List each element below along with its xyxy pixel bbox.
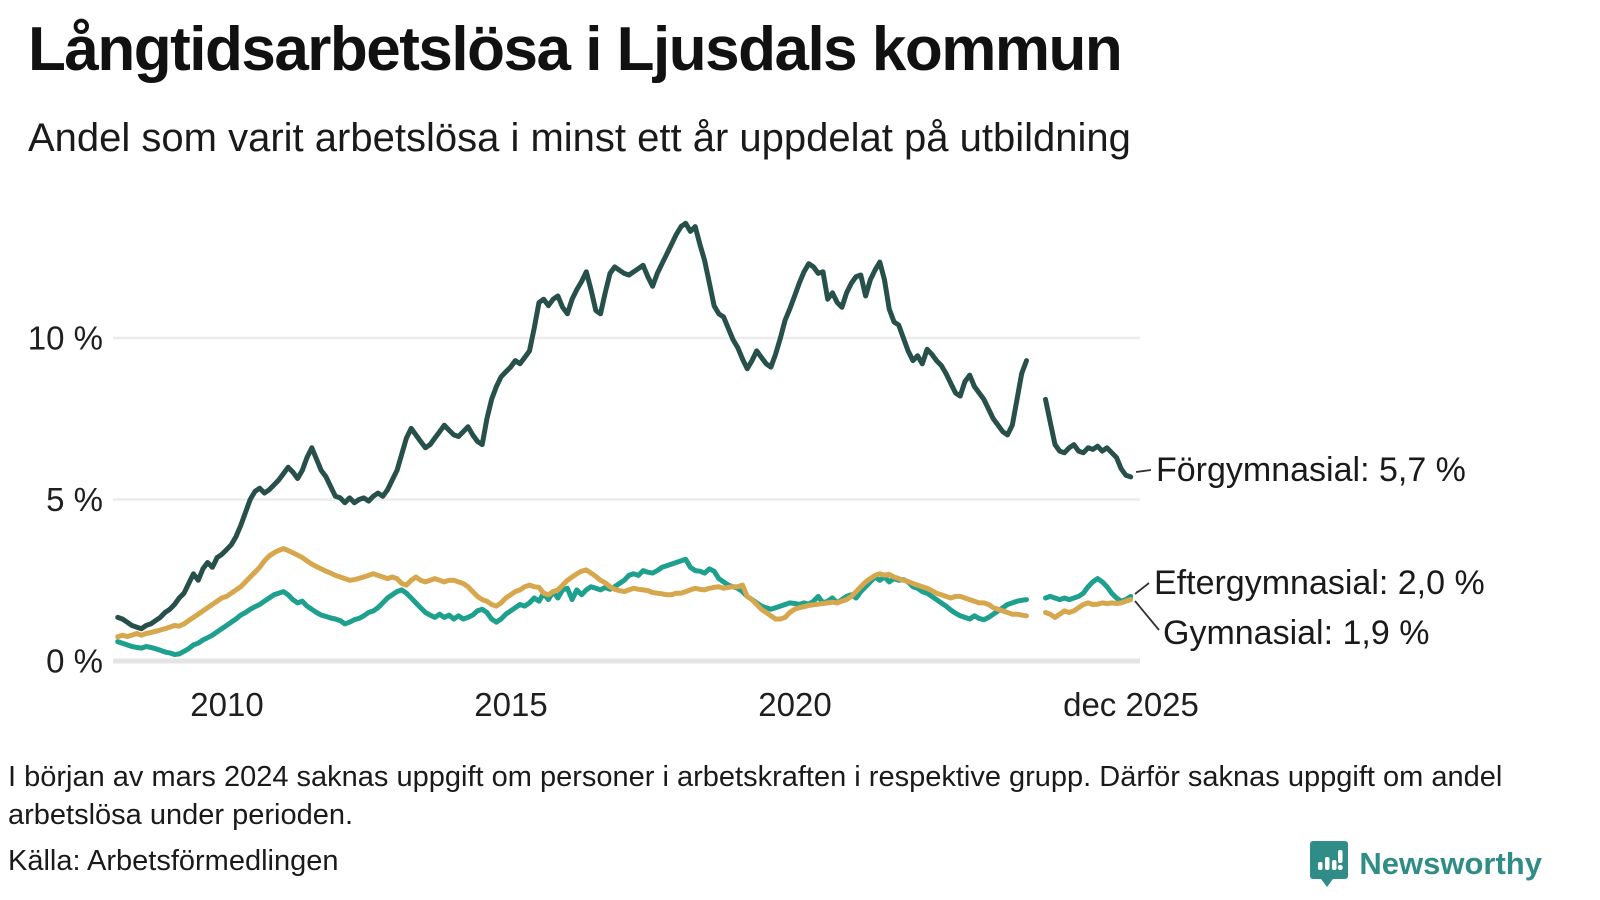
- series-gymnasial-segment-1: [115, 546, 1029, 640]
- label-leader-lines: [1134, 469, 1160, 631]
- x-tick-2020: 2020: [758, 686, 831, 723]
- x-axis: 2010 2015 2020 dec 2025: [190, 686, 1199, 723]
- gridlines: [113, 336, 1140, 664]
- newsworthy-icon: [1310, 841, 1349, 887]
- series-lines: [115, 220, 1134, 657]
- label-forgymnasial: Förgymnasial: 5,7 %: [1156, 451, 1466, 489]
- leader-forgymnasial: [1135, 469, 1152, 473]
- newsworthy-wordmark: Newsworthy: [1359, 846, 1542, 881]
- series-gymnasial-segment-2: [1043, 597, 1134, 620]
- y-tick-10: 10 %: [28, 320, 103, 357]
- y-tick-0: 0 %: [46, 643, 103, 680]
- newsworthy-logo[interactable]: Newsworthy: [1309, 840, 1542, 888]
- series-end-labels: Förgymnasial: 5,7 % Eftergymnasial: 2,0 …: [1154, 451, 1485, 652]
- series-förgymnasial-segment-1: [115, 220, 1029, 632]
- series-förgymnasial-segment-2: [1043, 396, 1134, 480]
- label-gymnasial: Gymnasial: 1,9 %: [1163, 614, 1429, 652]
- x-tick-2010: 2010: [190, 686, 263, 723]
- y-tick-5: 5 %: [46, 481, 103, 518]
- chart-subtitle: Andel som varit arbetslösa i minst ett å…: [28, 116, 1131, 160]
- logo-bars: [1318, 850, 1344, 871]
- leader-gymnasial: [1134, 600, 1160, 631]
- series-eftergymnasial-segment-2: [1043, 576, 1134, 604]
- footnote: I början av mars 2024 saknas uppgift om …: [8, 761, 1503, 832]
- source-line: Källa: Arbetsförmedlingen: [8, 845, 339, 877]
- x-tick-dec2025: dec 2025: [1063, 686, 1199, 723]
- page-title: Långtidsarbetslösa i Ljusdals kommun: [28, 15, 1123, 84]
- x-tick-2015: 2015: [474, 686, 547, 723]
- leader-eftergymnasial: [1134, 582, 1150, 595]
- y-axis: 10 % 5 % 0 %: [28, 320, 103, 680]
- label-eftergymnasial: Eftergymnasial: 2,0 %: [1154, 564, 1485, 602]
